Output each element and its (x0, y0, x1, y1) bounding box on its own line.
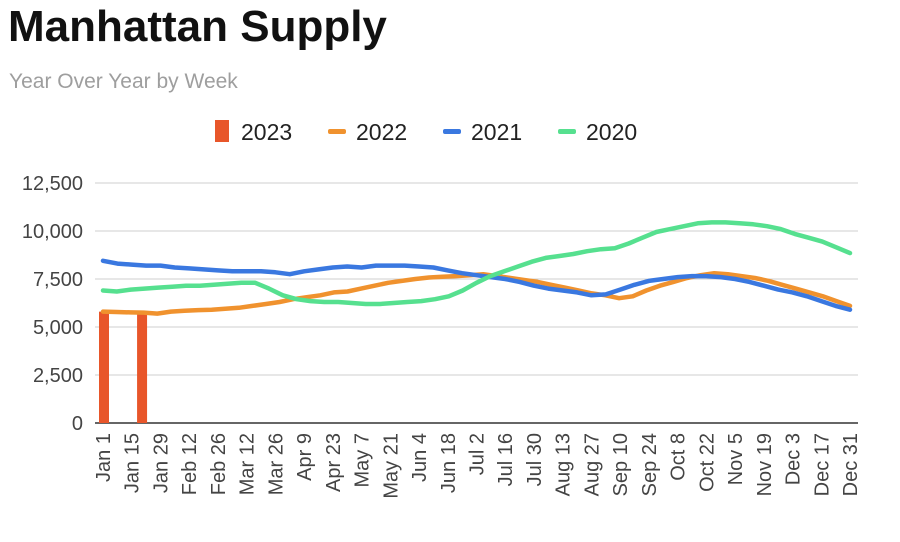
x-tick-label: Dec 17 (811, 433, 833, 496)
legend-label-2021: 2021 (471, 119, 522, 145)
x-tick-label: Aug 27 (581, 433, 603, 496)
x-tick-label: Feb 26 (208, 433, 230, 495)
x-axis: Jan 1 Jan 15 Jan 29 Feb 12 Feb 26 Mar 12 Mar 2… (93, 433, 862, 499)
x-tick-label: Dec 3 (783, 433, 805, 485)
x-tick-label: Oct 22 (696, 433, 718, 492)
x-tick-label: Jun 4 (409, 433, 431, 482)
chart-title: Manhattan Supply (8, 2, 387, 51)
y-tick-label: 2,500 (33, 365, 83, 387)
x-tick-label: Sep 24 (639, 433, 661, 496)
x-tick-label: May 7 (352, 433, 374, 487)
x-tick-label: Apr 23 (323, 433, 345, 492)
x-tick-label: Mar 26 (265, 433, 287, 495)
line-2020 (100, 220, 853, 307)
x-tick-label: Jul 16 (495, 433, 517, 486)
x-tick-label: Sep 10 (610, 433, 632, 496)
x-tick-label: Jan 15 (122, 433, 144, 493)
x-tick-label: Jan 29 (150, 433, 172, 493)
x-tick-label: Nov 19 (754, 433, 776, 496)
x-tick-label: May 21 (380, 433, 402, 499)
legend-swatch-2021 (443, 129, 461, 134)
legend-swatch-2020 (558, 129, 576, 134)
x-tick-label: Jan 1 (93, 433, 115, 482)
x-tick-label: Nov 5 (725, 433, 747, 485)
legend-swatch-2022 (328, 129, 346, 134)
x-tick-label: Feb 12 (179, 433, 201, 495)
x-tick-label: Dec 31 (840, 433, 862, 496)
y-axis: 0 2,500 5,000 7,500 10,000 12,500 (22, 173, 83, 435)
y-tick-label: 0 (72, 413, 83, 435)
x-tick-label: Aug 13 (553, 433, 575, 496)
x-tick-label: Jun 18 (438, 433, 460, 493)
bar-2023-0 (99, 311, 109, 423)
x-tick-label: Jul 2 (467, 433, 489, 475)
gridlines (95, 182, 858, 424)
bar-series (99, 311, 148, 423)
chart-subtitle: Year Over Year by Week (9, 70, 238, 93)
y-tick-label: 5,000 (33, 317, 83, 339)
y-tick-label: 12,500 (22, 173, 83, 195)
legend-label-2023: 2023 (241, 119, 292, 145)
legend-swatch-2023 (215, 120, 229, 142)
x-tick-label: Oct 8 (668, 433, 690, 481)
bar-2023-1 (137, 311, 148, 423)
x-tick-label: Mar 12 (237, 433, 259, 495)
line-series (100, 220, 853, 316)
y-tick-label: 7,500 (33, 269, 83, 291)
x-tick-label: Apr 9 (294, 433, 316, 481)
legend: 2023 2022 2021 2020 (215, 119, 637, 145)
line-2021 (100, 258, 853, 312)
legend-label-2020: 2020 (586, 119, 637, 145)
legend-label-2022: 2022 (356, 119, 407, 145)
x-tick-label: Jul 30 (524, 433, 546, 486)
y-tick-label: 10,000 (22, 221, 83, 243)
